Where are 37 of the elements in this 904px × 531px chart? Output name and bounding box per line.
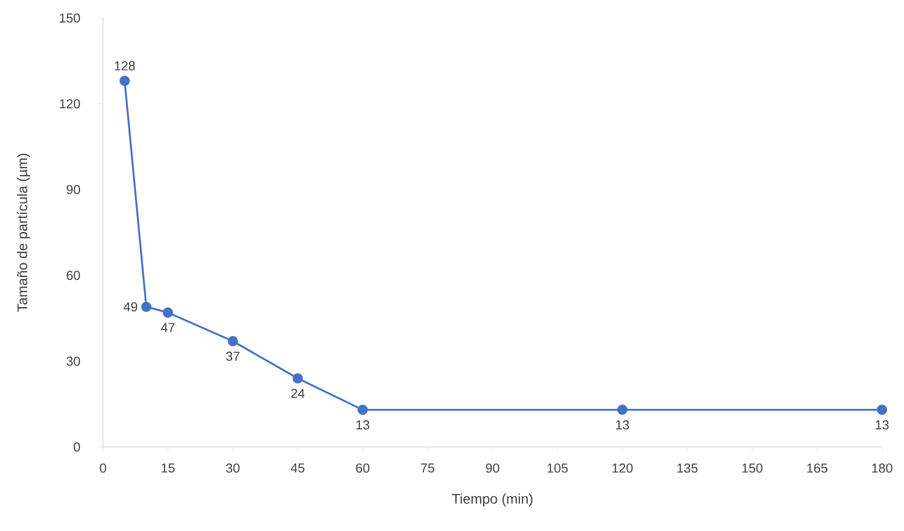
data-label: 24	[291, 388, 305, 398]
y-tick-label: 30	[66, 356, 80, 366]
x-tick-label: 135	[677, 464, 698, 473]
x-tick-label: 165	[807, 464, 828, 473]
x-axis-title: Tiempo (min)	[452, 494, 532, 507]
y-tick-label: 150	[60, 13, 80, 23]
x-tick-label: 30	[226, 464, 240, 473]
data-label: 49	[124, 302, 138, 312]
x-tick-label: 90	[486, 464, 500, 473]
data-label: 128	[114, 61, 135, 70]
x-tick-label: 15	[162, 464, 175, 473]
point	[292, 373, 303, 384]
x-tick-label: 180	[872, 464, 892, 473]
data-label: 37	[226, 352, 240, 361]
x-tick-label: 45	[290, 464, 304, 473]
x-tick-label: 150	[742, 464, 762, 473]
y-tick-label: 0	[74, 442, 80, 452]
x-tick-label: 120	[612, 464, 633, 473]
data-label: 13	[616, 420, 629, 430]
y-tick-label: 90	[66, 184, 80, 194]
x-tick-label: 60	[356, 464, 370, 473]
point	[120, 76, 130, 86]
point	[617, 404, 628, 415]
point	[876, 404, 888, 415]
x-tick-label: 0	[100, 464, 106, 473]
point	[141, 302, 152, 312]
point	[358, 404, 368, 415]
y-tick-label: 120	[60, 99, 80, 108]
y-axis-title: Tamaño de partícula (µm)	[16, 154, 30, 312]
point	[228, 336, 238, 346]
data-label: 13	[876, 420, 889, 430]
data-label: 13	[356, 420, 370, 430]
x-tick-label: 75	[421, 464, 434, 473]
x-tick-label: 105	[548, 464, 568, 473]
point	[162, 307, 174, 318]
data-label: 47	[161, 323, 174, 332]
y-tick-label: 60	[66, 270, 80, 280]
